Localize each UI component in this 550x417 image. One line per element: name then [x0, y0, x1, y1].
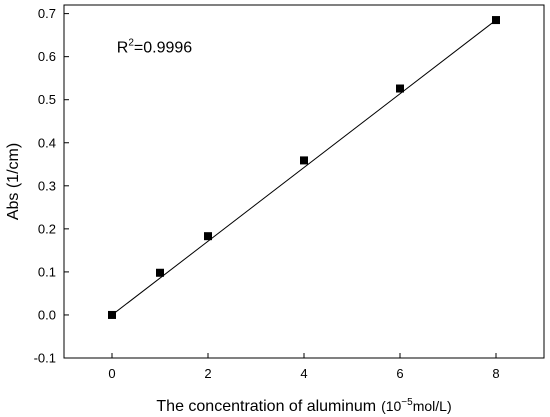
- data-point: [396, 84, 404, 93]
- y-tick-label: 0.3: [38, 178, 56, 193]
- y-tick-label: -0.1: [34, 351, 56, 366]
- y-tick-label: 0.4: [38, 135, 56, 150]
- plot-frame: [63, 4, 545, 359]
- y-tick-label: 0.7: [38, 6, 56, 21]
- data-point: [108, 310, 116, 319]
- x-tick-label: 8: [492, 366, 499, 381]
- x-tick-label: 4: [300, 366, 307, 381]
- data-point: [492, 16, 500, 25]
- regression-line: [111, 19, 497, 316]
- y-tick-label: 0.0: [38, 307, 56, 322]
- y-tick-label: 0.6: [38, 49, 56, 64]
- data-points: [108, 16, 500, 319]
- x-tick-label: 2: [204, 366, 211, 381]
- y-tick-label: 0.1: [38, 264, 56, 279]
- y-tick-label: 0.5: [38, 92, 56, 107]
- x-tick-label: 6: [396, 366, 403, 381]
- r-squared-annotation: R2=0.9996: [117, 37, 193, 56]
- y-axis-label: Abs (1/cm): [5, 143, 22, 220]
- axis-tick-labels: 0 2 4 6 8 -0.1 0.0 0.1 0.2 0.3 0.4 0.5 0.6 0.7: [34, 6, 500, 381]
- x-tick-label: 0: [108, 366, 115, 381]
- data-point: [300, 156, 308, 165]
- y-tick-label: 0.2: [38, 221, 56, 236]
- x-axis-label: The concentration of aluminum (10−5mol/L): [156, 397, 451, 415]
- data-point: [156, 268, 164, 277]
- axis-ticks: [64, 13, 497, 359]
- data-point: [204, 232, 212, 241]
